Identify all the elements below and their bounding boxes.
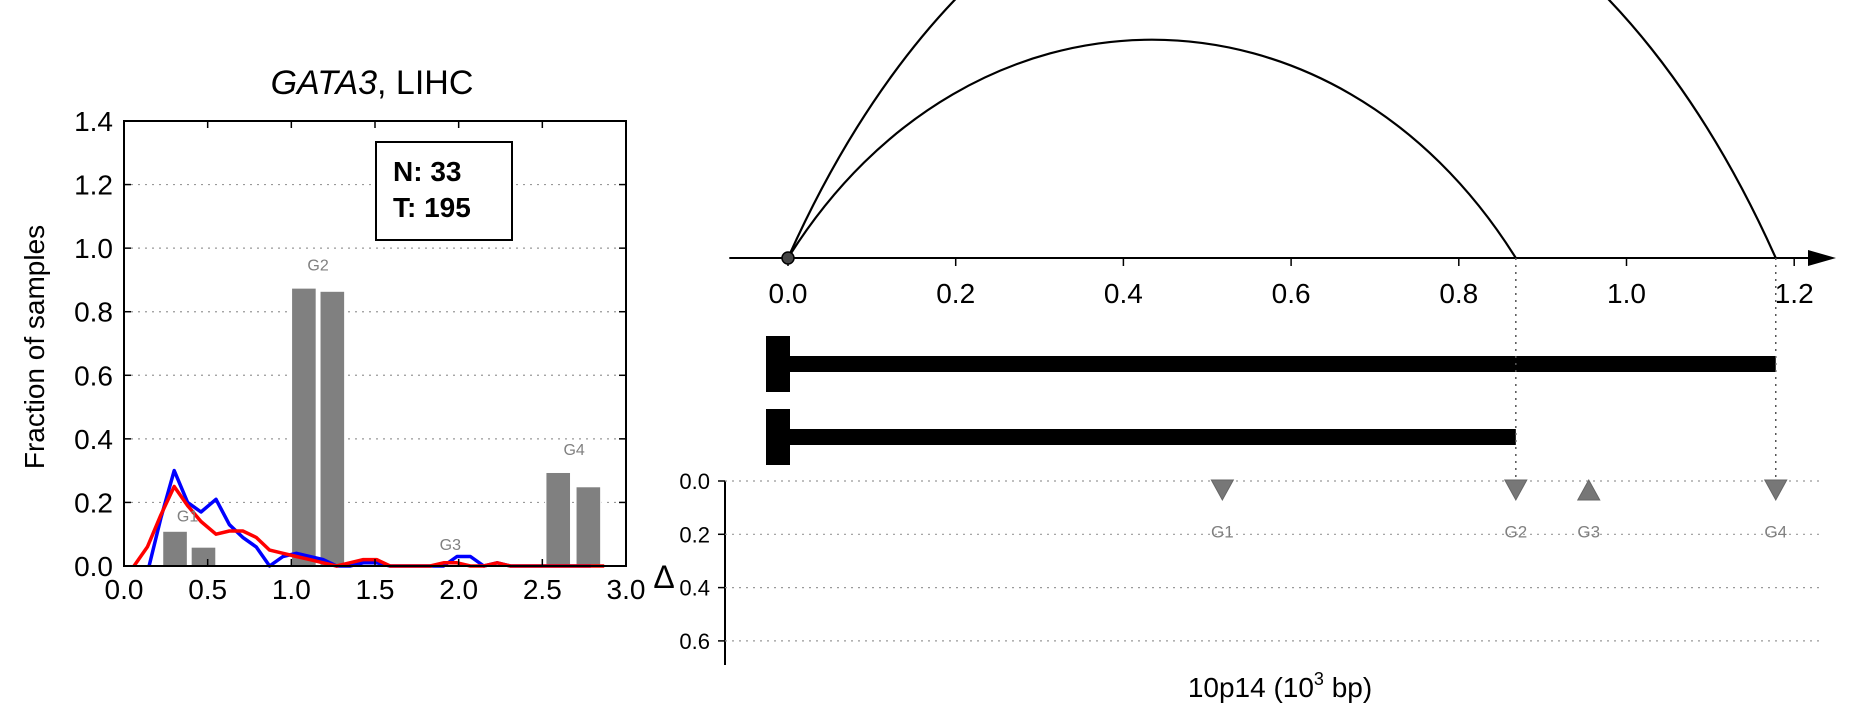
bar-label: G1 — [177, 509, 198, 526]
title-gene: GATA3 — [271, 64, 378, 102]
delta-marker — [1210, 479, 1235, 502]
title-rest: , LIHC — [377, 64, 473, 102]
histogram-bar — [575, 485, 602, 567]
histogram-bar — [190, 546, 217, 567]
axis-ticks: 0.0 0.5 1.0 1.5 2.0 2.5 3.0 0.0 0.2 0.4 0.6 0.8 1.0 1… — [74, 106, 645, 605]
axis-arrow — [1808, 250, 1836, 266]
x-tick-label: 2.0 — [439, 574, 478, 605]
splice-arc — [787, 38, 1517, 259]
bar-group — [161, 287, 602, 567]
bar-label: G3 — [440, 537, 461, 554]
chart-title: GATA3, LIHC — [271, 64, 474, 102]
bar-labels: G1 G2 G3 G4 — [177, 257, 585, 554]
histogram-bar — [161, 530, 189, 567]
y-tick-label: 0.6 — [74, 360, 113, 391]
x-tick-label: 1.5 — [356, 574, 395, 605]
delta-marker-label: G4 — [1764, 522, 1787, 541]
isoform-bar — [788, 356, 1776, 372]
x-tick-label: 1.0 — [272, 574, 311, 605]
delta-marker — [1576, 478, 1601, 501]
isoform-bar — [788, 429, 1516, 445]
axis-tick-label: 0.0 — [769, 278, 808, 309]
axis-tick-label: 0.4 — [1104, 278, 1143, 309]
delta-plot: 0.0 0.2 0.4 0.6 — [679, 469, 1820, 665]
y-axis-label: Fraction of samples — [19, 225, 50, 469]
delta-marker — [1763, 479, 1788, 502]
delta-markers: G1 G2 G3 G4 — [1210, 478, 1788, 541]
count-box-frame — [375, 141, 513, 241]
isoform-bars — [766, 336, 1776, 465]
normal-count: N: 33 — [393, 156, 461, 187]
origin-point — [781, 251, 795, 265]
y-tick-label: 0.0 — [74, 551, 113, 582]
tumor-count: T: 195 — [393, 192, 471, 223]
x-tick-label: 3.0 — [607, 574, 646, 605]
isoform-start-block — [766, 336, 790, 392]
arc-group — [786, 0, 1777, 259]
axis-tick-label: 0.6 — [1272, 278, 1311, 309]
y-tick-label: 0.4 — [74, 424, 113, 455]
x-tick-label: 0.0 — [105, 574, 144, 605]
delta-axis-label: Δ — [653, 559, 674, 595]
delta-tick-label: 0.4 — [679, 576, 710, 601]
delta-marker — [1503, 479, 1528, 502]
axis-tick-label: 0.2 — [936, 278, 975, 309]
y-tick-label: 1.2 — [74, 170, 113, 201]
delta-tick-label: 0.6 — [679, 629, 710, 654]
x-axis-label-sup: 3 — [1314, 669, 1324, 689]
x-tick-label: 0.5 — [188, 574, 227, 605]
x-axis-label-tail: bp) — [1324, 672, 1372, 703]
y-tick-label: 1.0 — [74, 233, 113, 264]
y-tick-label: 0.8 — [74, 297, 113, 328]
y-tick-label: 0.2 — [74, 487, 113, 518]
isoform-start-block — [766, 409, 790, 465]
delta-tick-label: 0.2 — [679, 522, 710, 547]
sample-count-box: N: 33 T: 195 — [375, 141, 513, 241]
histogram-bar — [290, 287, 318, 567]
delta-tick-label: 0.0 — [679, 469, 710, 494]
delta-marker-label: G1 — [1211, 522, 1234, 541]
delta-marker-label: G3 — [1577, 522, 1600, 541]
bar-label: G2 — [307, 257, 328, 274]
axis-tick-label: 0.8 — [1439, 278, 1478, 309]
histogram-bar — [319, 290, 346, 567]
splice-arc — [786, 0, 1777, 259]
x-axis-label: 10p14 (103 bp) — [1188, 669, 1372, 703]
axis-tick-label: 1.2 — [1775, 278, 1814, 309]
bar-label: G4 — [563, 442, 584, 459]
isoform-structure-panel: 0.0 0.2 0.4 0.6 0.8 1.0 1.2 0.00.20.40.6 G1 G2 G… — [653, 0, 1836, 703]
axis-tick-label: 1.0 — [1607, 278, 1646, 309]
histogram-bar — [544, 471, 572, 567]
x-tick-label: 2.5 — [523, 574, 562, 605]
genomic-axis: 0.0 0.2 0.4 0.6 0.8 1.0 1.2 — [729, 250, 1836, 309]
y-tick-label: 1.4 — [74, 106, 113, 137]
x-axis-label-main: 10p14 (10 — [1188, 672, 1314, 703]
delta-marker-label: G2 — [1504, 522, 1527, 541]
